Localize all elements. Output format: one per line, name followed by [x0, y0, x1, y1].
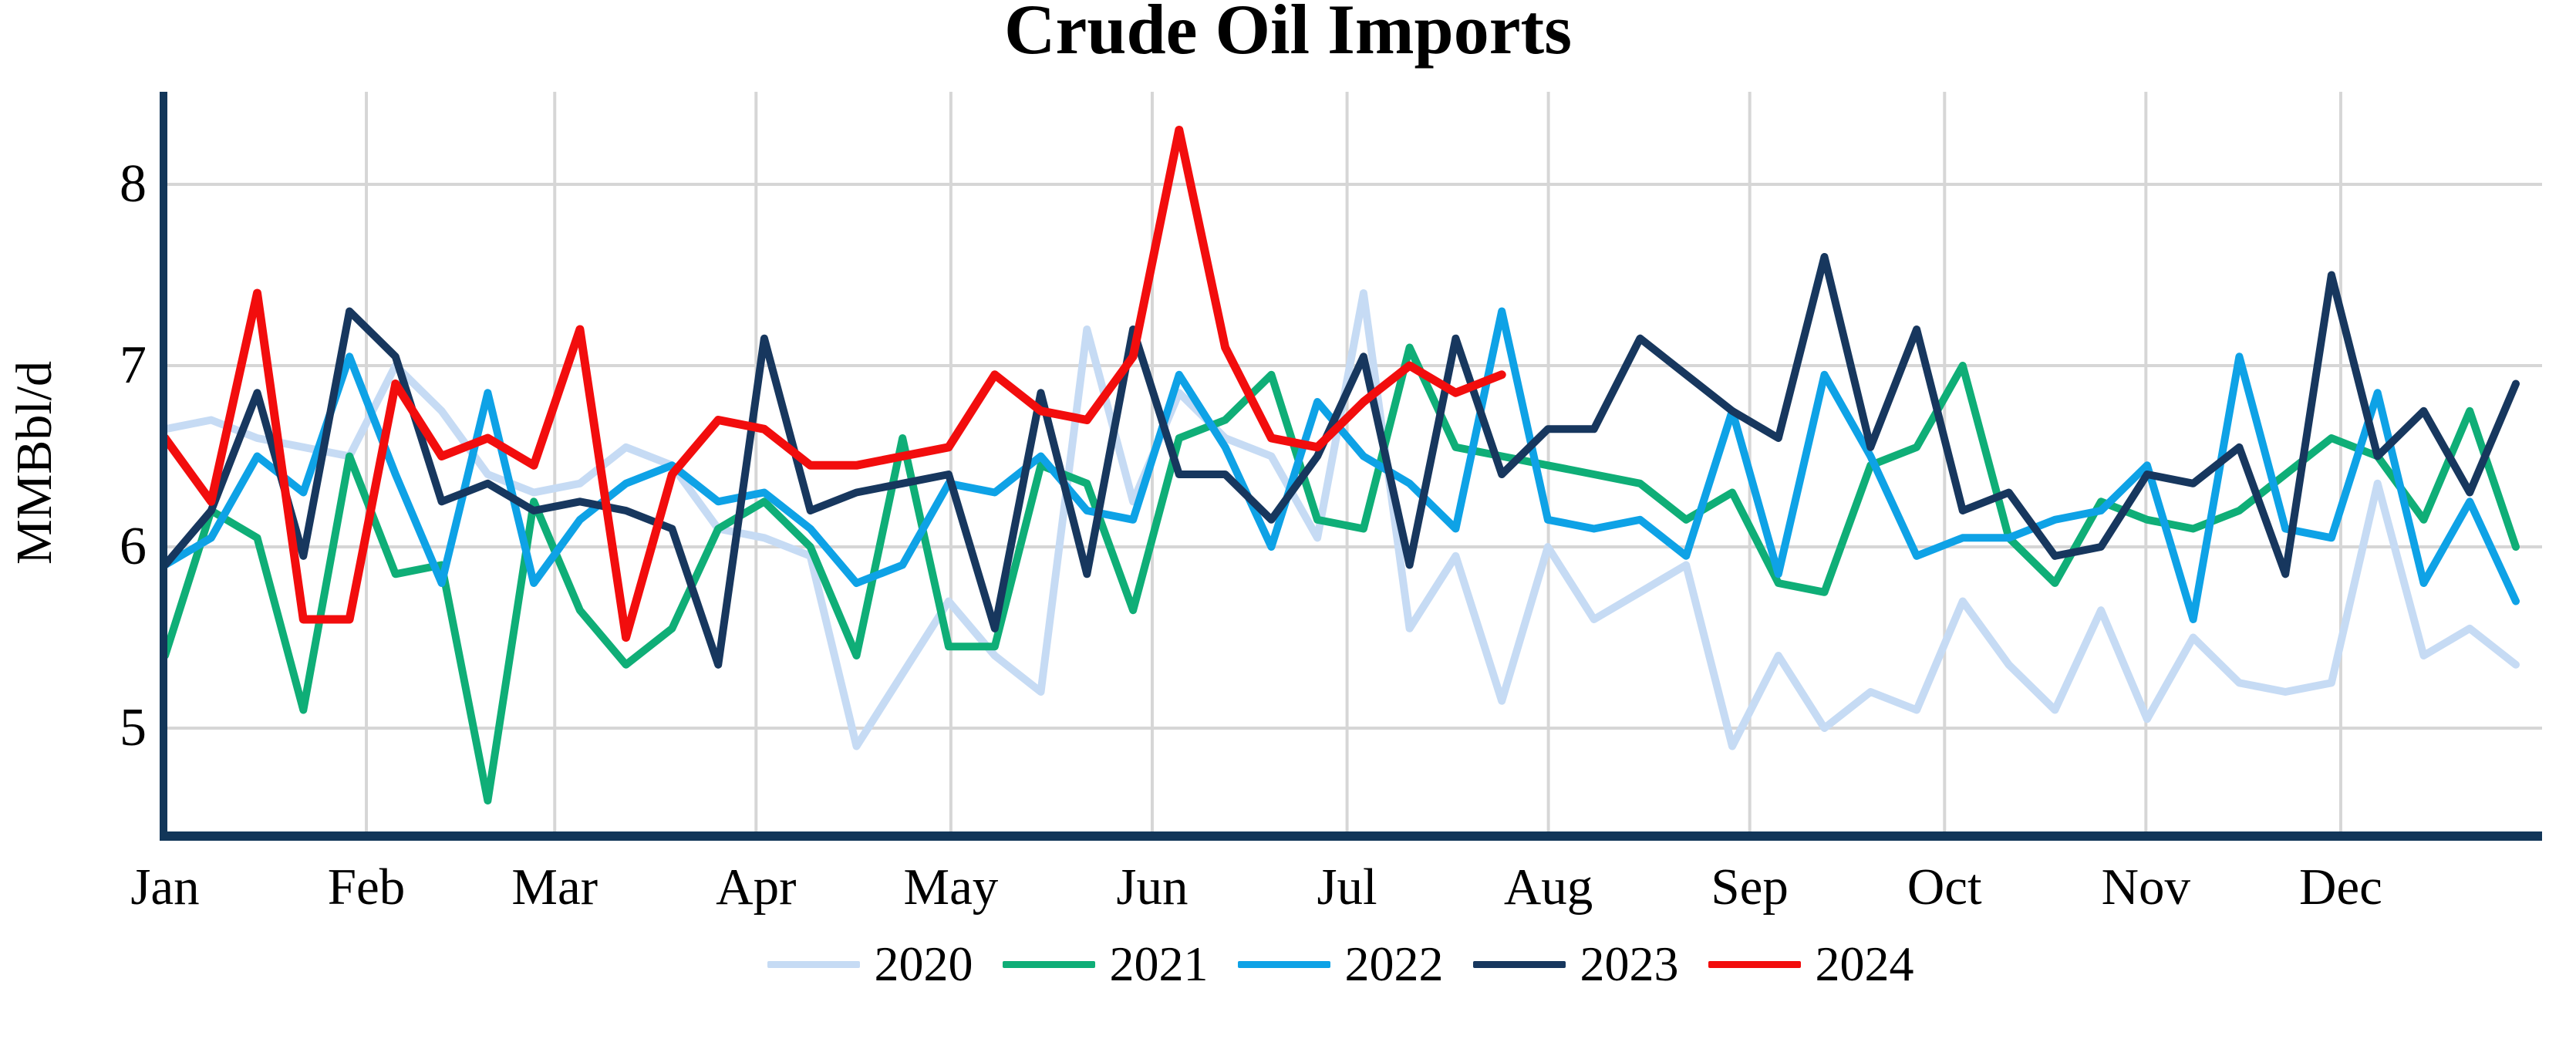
legend-swatch-2021	[1002, 960, 1095, 968]
y-tick-label-8: 8	[120, 154, 147, 214]
x-tick-label-Nov: Nov	[2101, 858, 2191, 916]
x-tick-label-Oct: Oct	[1907, 858, 1982, 916]
x-tick-label-Aug: Aug	[1503, 858, 1593, 916]
x-tick-label-Apr: Apr	[716, 858, 797, 916]
x-tick-label-Mar: Mar	[511, 858, 598, 916]
legend-swatch-2023	[1472, 960, 1566, 968]
legend-label-2022: 2022	[1344, 936, 1444, 991]
x-tick-label-Jun: Jun	[1116, 858, 1189, 916]
x-tick-label-Feb: Feb	[327, 858, 406, 916]
legend-item-2022: 2022	[1237, 936, 1444, 991]
x-axis-spine	[160, 831, 2542, 841]
chart-title: Crude Oil Imports	[1004, 0, 1572, 69]
y-tick-label-6: 6	[120, 517, 147, 576]
legend-label-2020: 2020	[874, 936, 973, 991]
legend-label-2021: 2021	[1109, 936, 1209, 991]
legend-item-2023: 2023	[1472, 936, 1679, 991]
y-axis-spine	[160, 92, 167, 841]
legend-label-2024: 2024	[1815, 936, 1914, 991]
legend-item-2020: 2020	[767, 937, 973, 991]
legend-swatch-2024	[1708, 960, 1801, 968]
legend-item-2021: 2021	[1002, 936, 1209, 991]
y-tick-label-5: 5	[120, 698, 147, 757]
series-lines	[160, 126, 2520, 804]
series-2024-line	[160, 126, 1506, 642]
legend: 2020 2021 2022 2023 2024	[52, 935, 2576, 993]
legend-item-2024: 2024	[1708, 937, 1914, 991]
x-tick-label-Dec: Dec	[2299, 858, 2382, 916]
legend-label-2023: 2023	[1580, 936, 1679, 991]
legend-swatch-2022	[1237, 960, 1330, 968]
x-tick-label-Jan: Jan	[130, 858, 200, 916]
x-tick-label-May: May	[903, 858, 999, 916]
x-tick-label-Sep: Sep	[1711, 858, 1789, 916]
x-tick-label-Jul: Jul	[1317, 858, 1377, 916]
legend-swatch-2020	[767, 960, 860, 968]
y-tick-label-7: 7	[120, 336, 147, 395]
series-2022-line	[161, 307, 2520, 623]
axis-spines	[160, 92, 2542, 841]
series-2023-line	[161, 253, 2520, 669]
